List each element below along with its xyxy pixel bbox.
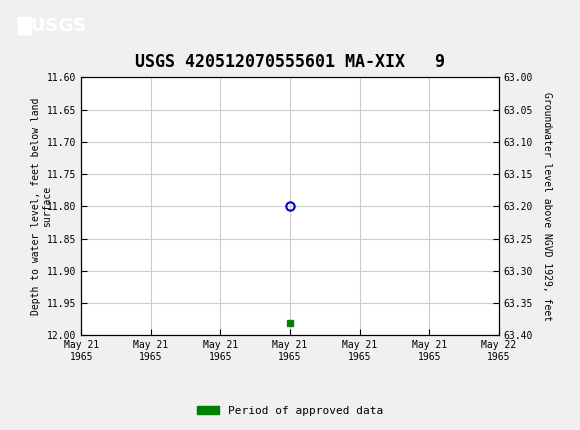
Text: USGS 420512070555601 MA-XIX   9: USGS 420512070555601 MA-XIX 9 bbox=[135, 53, 445, 71]
Text: █USGS: █USGS bbox=[17, 17, 86, 35]
Y-axis label: Groundwater level above NGVD 1929, feet: Groundwater level above NGVD 1929, feet bbox=[542, 92, 552, 321]
Legend: Period of approved data: Period of approved data bbox=[193, 401, 387, 420]
Y-axis label: Depth to water level, feet below land
surface: Depth to water level, feet below land su… bbox=[31, 98, 52, 315]
